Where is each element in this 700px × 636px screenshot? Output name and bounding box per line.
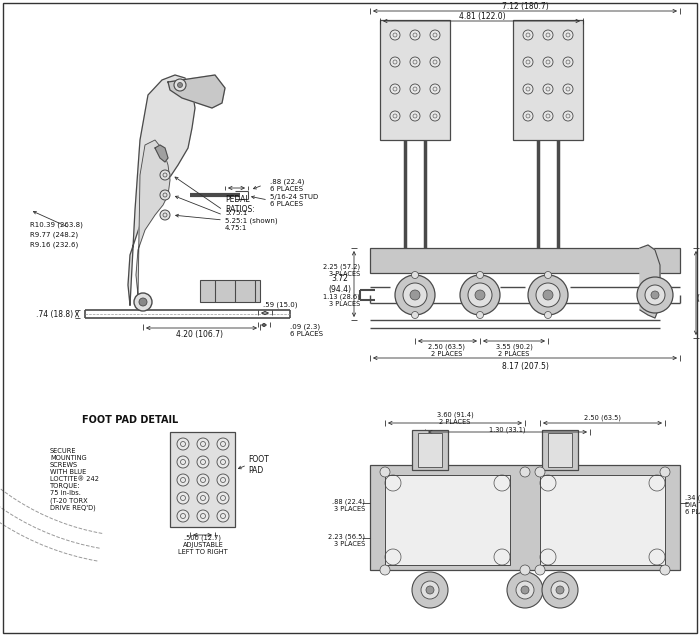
Polygon shape [128,75,195,305]
Circle shape [523,111,533,121]
Circle shape [197,456,209,468]
Circle shape [134,293,152,311]
Circle shape [543,290,553,300]
Text: 4.20 (106.7): 4.20 (106.7) [176,331,223,340]
Circle shape [217,492,229,504]
Circle shape [556,586,564,594]
Circle shape [535,467,545,477]
Circle shape [460,275,500,315]
Circle shape [430,30,440,40]
Circle shape [177,456,189,468]
Text: .74 (18.8): .74 (18.8) [36,310,74,319]
Circle shape [430,84,440,94]
Polygon shape [640,245,660,318]
Text: 4.21
(107.0): 4.21 (107.0) [696,283,700,303]
Circle shape [380,565,390,575]
Circle shape [523,30,533,40]
Circle shape [177,492,189,504]
Text: .88 (22.4)
3 PLACES: .88 (22.4) 3 PLACES [332,498,365,512]
Circle shape [412,572,448,608]
Circle shape [177,474,189,486]
Bar [540,475,665,565]
Circle shape [426,586,434,594]
Text: 2.50 (63.5): 2.50 (63.5) [584,415,622,421]
Bar [418,433,442,467]
Circle shape [660,467,670,477]
Circle shape [390,111,400,121]
Text: 3.60 (91.4)
2 PLACES: 3.60 (91.4) 2 PLACES [437,411,473,425]
Circle shape [395,275,435,315]
Circle shape [390,30,400,40]
Circle shape [174,79,186,91]
Circle shape [430,111,440,121]
Text: 1.30 (33.1): 1.30 (33.1) [489,427,525,433]
Circle shape [475,290,485,300]
Circle shape [197,492,209,504]
Circle shape [421,581,439,599]
Text: SECURE
MOUNTING
SCREWS
WITH BLUE
LOCTITE® 242
TORQUE:
75 in-lbs.
(T-20 TORX
DRIV: SECURE MOUNTING SCREWS WITH BLUE LOCTITE… [50,448,99,511]
Circle shape [563,111,573,121]
Circle shape [217,510,229,522]
Circle shape [543,30,553,40]
Text: 2.25 (57.2)
3 PLACES: 2.25 (57.2) 3 PLACES [323,263,360,277]
Circle shape [390,84,400,94]
Circle shape [660,565,670,575]
Text: 8.17 (207.5): 8.17 (207.5) [502,363,548,371]
Bar [200,280,260,302]
Circle shape [551,581,569,599]
Circle shape [520,467,530,477]
Circle shape [430,57,440,67]
Text: .59 (15.0): .59 (15.0) [262,301,298,308]
Circle shape [542,572,578,608]
Circle shape [545,272,552,279]
Polygon shape [168,75,225,108]
Circle shape [563,30,573,40]
Circle shape [197,438,209,450]
Circle shape [477,312,484,319]
Text: .09 (2.3)
6 PLACES: .09 (2.3) 6 PLACES [290,323,323,336]
Circle shape [545,312,552,319]
Text: .34 (8.6)
DIA THRU
6 PLACES: .34 (8.6) DIA THRU 6 PLACES [685,495,700,515]
Bar [370,465,680,570]
Circle shape [410,84,420,94]
Circle shape [520,565,530,575]
Circle shape [412,312,419,319]
Circle shape [645,285,665,305]
Bar [385,475,510,565]
Text: R10.39 (263.8): R10.39 (263.8) [30,222,83,228]
Text: FOOT
PAD: FOOT PAD [248,455,269,474]
Circle shape [403,283,427,307]
Circle shape [217,438,229,450]
Circle shape [380,467,390,477]
Text: 7.12 (180.7): 7.12 (180.7) [502,1,548,11]
Text: R9.77 (248.2): R9.77 (248.2) [30,232,78,238]
Text: PEDAL
RATIOS:: PEDAL RATIOS: [225,195,255,214]
Bar [380,20,450,140]
Circle shape [528,275,568,315]
Circle shape [523,57,533,67]
Bar [412,430,448,470]
Text: FOOT PAD DETAIL: FOOT PAD DETAIL [82,415,178,425]
Bar [548,433,572,467]
Circle shape [160,210,170,220]
Circle shape [563,57,573,67]
Circle shape [521,586,529,594]
Circle shape [160,170,170,180]
Circle shape [410,30,420,40]
Text: 4.81 (122.0): 4.81 (122.0) [458,11,505,20]
Circle shape [543,111,553,121]
Circle shape [178,83,183,88]
Text: .88 (22.4)
6 PLACES: .88 (22.4) 6 PLACES [270,178,304,191]
Bar [542,430,578,470]
Circle shape [637,277,673,313]
Text: .500 (12.7)
ADJUSTABLE
LEFT TO RIGHT: .500 (12.7) ADJUSTABLE LEFT TO RIGHT [178,535,228,555]
Bar [370,248,680,273]
Circle shape [139,298,147,306]
Circle shape [543,84,553,94]
Circle shape [563,84,573,94]
Circle shape [523,84,533,94]
Text: 3.55 (90.2)
2 PLACES: 3.55 (90.2) 2 PLACES [496,343,533,357]
Circle shape [543,57,553,67]
Circle shape [410,290,420,300]
Text: 2.50 (63.5)
2 PLACES: 2.50 (63.5) 2 PLACES [428,343,466,357]
